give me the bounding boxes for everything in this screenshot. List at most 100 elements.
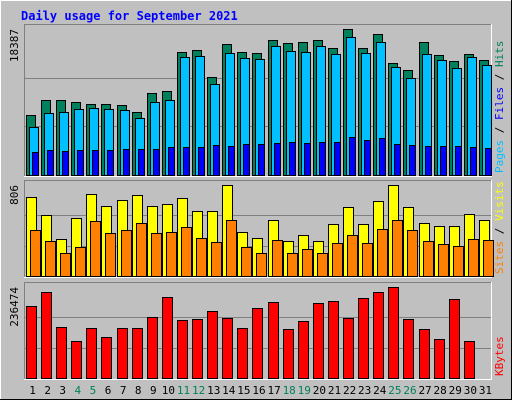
bar-pages-day-2 xyxy=(47,150,54,176)
legend-part: / xyxy=(493,67,506,87)
legend-part: Hits xyxy=(493,41,506,68)
x-tick-label: 2 xyxy=(44,384,51,397)
bar-sites-day-20 xyxy=(317,253,328,277)
bar-kbytes-day-6 xyxy=(101,337,112,379)
bar-pages-day-9 xyxy=(153,149,160,176)
legend-part: Files xyxy=(493,87,506,120)
bar-kbytes-day-13 xyxy=(207,311,218,379)
bar-pages-day-5 xyxy=(92,150,99,176)
legend-part: Sites xyxy=(493,241,506,274)
x-tick-label: 7 xyxy=(120,384,127,397)
bar-pages-day-15 xyxy=(243,144,250,176)
bar-sites-day-31 xyxy=(483,240,494,277)
x-tick-label: 4 xyxy=(75,384,82,397)
legend-label: KBytes xyxy=(493,336,506,376)
bar-sites-day-14 xyxy=(226,220,237,277)
bar-sites-day-17 xyxy=(272,240,283,277)
bar-pages-day-28 xyxy=(440,146,447,176)
bar-pages-day-1 xyxy=(32,152,39,176)
bar-kbytes-day-26 xyxy=(403,319,414,379)
bar-sites-day-4 xyxy=(75,247,86,277)
x-tick-label: 15 xyxy=(237,384,250,397)
bar-pages-day-3 xyxy=(62,151,69,176)
bar-sites-day-24 xyxy=(377,229,388,277)
bar-kbytes-day-5 xyxy=(86,328,97,379)
y-max-label: 806 xyxy=(8,185,21,205)
bar-pages-day-14 xyxy=(228,146,235,176)
bar-sites-day-10 xyxy=(166,232,177,277)
x-tick-label: 5 xyxy=(90,384,97,397)
bar-sites-day-3 xyxy=(60,253,71,277)
bar-pages-day-22 xyxy=(349,137,356,176)
bar-pages-day-29 xyxy=(455,146,462,176)
bar-sites-day-19 xyxy=(302,249,313,277)
bar-pages-day-4 xyxy=(77,150,84,176)
bar-pages-day-27 xyxy=(425,146,432,176)
legend-part: / xyxy=(493,221,506,241)
bar-kbytes-day-19 xyxy=(298,321,309,379)
x-tick-label: 21 xyxy=(328,384,341,397)
bar-kbytes-day-29 xyxy=(449,299,460,379)
bar-kbytes-day-27 xyxy=(419,329,430,379)
bar-sites-day-27 xyxy=(423,241,434,277)
panel-hits: 18387 Pages / Files / Hits xyxy=(8,24,506,177)
bar-kbytes-day-1 xyxy=(26,306,37,379)
x-tick-label: 16 xyxy=(252,384,265,397)
legend-label: Sites / Visits xyxy=(493,181,506,274)
bar-kbytes-day-22 xyxy=(343,318,354,379)
legend-part: Visits xyxy=(493,181,506,221)
bar-pages-day-21 xyxy=(334,142,341,176)
bar-kbytes-day-7 xyxy=(117,328,128,379)
x-tick-label: 29 xyxy=(449,384,462,397)
bar-kbytes-day-28 xyxy=(434,339,445,379)
bar-kbytes-day-30 xyxy=(464,341,475,379)
bar-sites-day-6 xyxy=(105,233,116,277)
bar-pages-day-7 xyxy=(123,149,130,176)
bar-kbytes-day-4 xyxy=(71,341,82,379)
bar-sites-day-8 xyxy=(136,223,147,277)
bar-kbytes-day-3 xyxy=(56,327,67,379)
x-tick-label: 27 xyxy=(418,384,431,397)
bar-pages-day-20 xyxy=(319,142,326,176)
x-tick-label: 13 xyxy=(207,384,220,397)
bar-pages-day-23 xyxy=(364,140,371,176)
legend-part: Pages xyxy=(493,140,506,173)
bar-kbytes-day-14 xyxy=(222,318,233,379)
bar-sites-day-21 xyxy=(332,243,343,277)
bar-sites-day-30 xyxy=(468,239,479,277)
bar-kbytes-day-8 xyxy=(132,328,143,379)
bar-sites-day-22 xyxy=(347,235,358,277)
x-tick-label: 24 xyxy=(373,384,387,397)
bar-kbytes-day-23 xyxy=(358,298,369,379)
x-tick-label: 3 xyxy=(59,384,66,397)
x-tick-label: 26 xyxy=(403,384,416,397)
bar-kbytes-day-10 xyxy=(162,297,173,379)
bar-kbytes-day-24 xyxy=(373,292,384,379)
x-tick-label: 8 xyxy=(135,384,142,397)
bar-pages-day-11 xyxy=(183,147,190,176)
bar-pages-day-18 xyxy=(289,142,296,176)
bar-kbytes-day-2 xyxy=(41,292,52,379)
bar-sites-day-23 xyxy=(362,243,373,277)
bar-sites-day-5 xyxy=(90,221,101,277)
x-tick-label: 6 xyxy=(105,384,112,397)
x-tick-label: 1 xyxy=(29,384,36,397)
x-tick-label: 14 xyxy=(222,384,236,397)
legend-part: KBytes xyxy=(493,336,506,376)
bar-sites-day-18 xyxy=(287,253,298,277)
x-tick-label: 28 xyxy=(434,384,447,397)
bar-sites-day-16 xyxy=(256,253,267,277)
bar-pages-day-10 xyxy=(168,147,175,176)
bar-pages-day-24 xyxy=(379,138,386,176)
x-tick-label: 31 xyxy=(479,384,492,397)
bar-kbytes-day-16 xyxy=(252,308,263,379)
legend-label: Pages / Files / Hits xyxy=(493,41,506,174)
bar-sites-day-15 xyxy=(241,247,252,277)
bar-sites-day-13 xyxy=(211,242,222,277)
x-tick-label: 11 xyxy=(177,384,190,397)
x-tick-label: 17 xyxy=(267,384,280,397)
bar-kbytes-day-18 xyxy=(283,329,294,379)
bar-kbytes-day-12 xyxy=(192,319,203,379)
bar-sites-day-9 xyxy=(151,233,162,277)
